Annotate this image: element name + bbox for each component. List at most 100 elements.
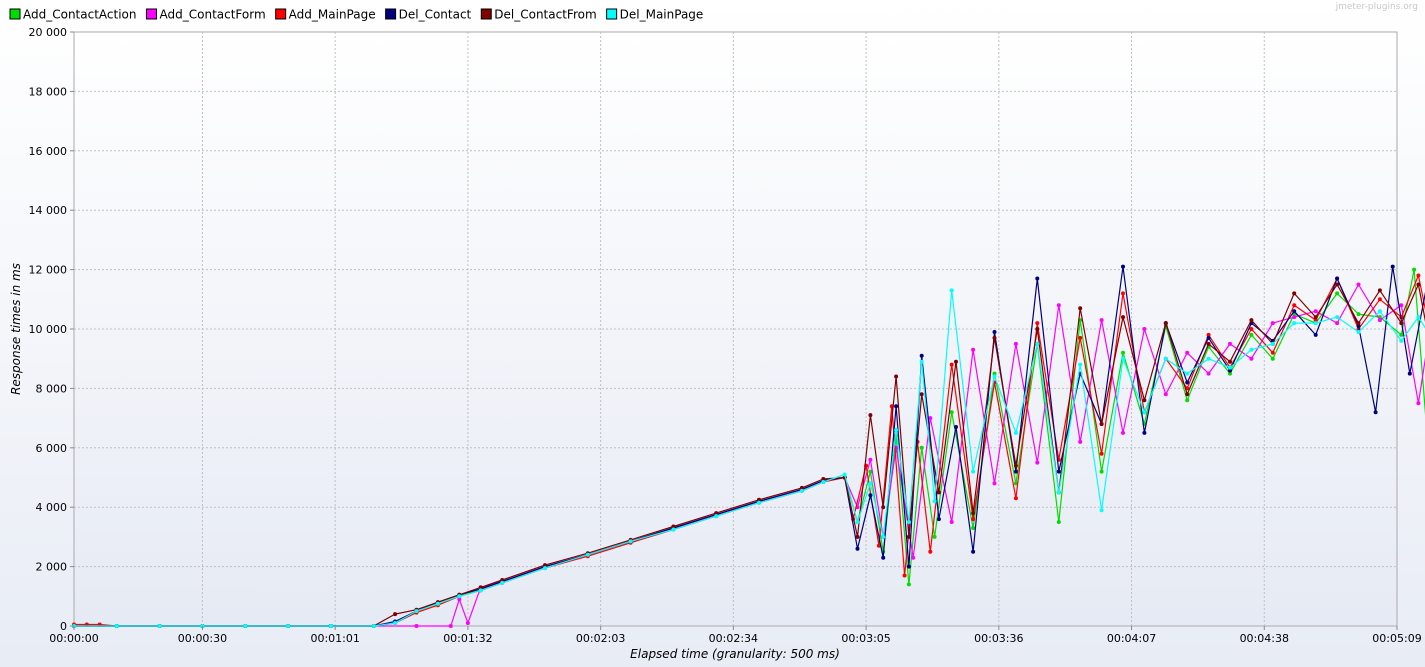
y-axis-title: Response times in ms xyxy=(9,263,23,395)
data-point-add-contactform xyxy=(1399,303,1404,308)
x-axis-title: Elapsed time (granularity: 500 ms) xyxy=(630,647,840,661)
data-point-del-contactfrom xyxy=(478,585,483,590)
data-point-del-mainpage xyxy=(1035,341,1040,346)
data-point-add-contactform xyxy=(971,347,976,352)
data-point-del-mainpage xyxy=(932,499,937,504)
data-point-del-contactfrom xyxy=(1035,327,1040,331)
data-point-add-contactform xyxy=(1121,430,1125,435)
data-point-del-contact xyxy=(1121,264,1125,269)
data-point-add-contactform xyxy=(1163,392,1168,397)
data-point-del-contact xyxy=(1013,469,1018,474)
data-point-add-mainpage xyxy=(1099,451,1104,456)
series-line-del-contactfrom xyxy=(74,283,1425,627)
x-tick-label: 00:04:07 xyxy=(1107,632,1156,645)
data-point-add-contactform xyxy=(1078,439,1083,444)
data-point-del-mainpage xyxy=(371,624,376,628)
data-point-del-mainpage xyxy=(1142,410,1147,415)
y-tick-label: 0 xyxy=(60,620,67,633)
legend-label-del-contactfrom: Del_ContactFrom xyxy=(494,8,596,22)
data-point-add-mainpage xyxy=(1035,321,1040,326)
data-point-del-mainpage xyxy=(243,624,248,628)
series-line-add-contactform xyxy=(74,283,1425,627)
data-point-del-mainpage xyxy=(1228,365,1232,370)
legend-label-add-mainpage: Add_MainPage xyxy=(289,8,376,22)
data-point-add-contactform xyxy=(1292,315,1297,320)
data-point-add-contactform xyxy=(1377,318,1382,323)
data-point-del-mainpage xyxy=(1399,338,1404,343)
data-point-del-contact xyxy=(868,493,873,498)
data-point-del-contactfrom xyxy=(1313,315,1318,320)
y-tick-label: 18 000 xyxy=(29,85,68,98)
y-tick-label: 16 000 xyxy=(29,145,68,158)
data-point-del-mainpage xyxy=(478,588,483,593)
data-point-add-mainpage xyxy=(1270,350,1275,355)
legend-label-add-contactaction: Add_ContactAction xyxy=(23,8,137,22)
x-tick-label: 00:00:00 xyxy=(49,632,98,645)
data-point-del-contact xyxy=(1407,371,1412,376)
legend-swatch-add-contactform xyxy=(146,8,158,20)
data-point-del-contactfrom xyxy=(1356,321,1361,326)
legend-swatch-add-mainpage xyxy=(275,8,287,20)
data-point-del-contactfrom xyxy=(919,392,924,397)
x-tick-label: 00:03:05 xyxy=(841,632,890,645)
data-point-del-contact xyxy=(1035,276,1040,281)
legend-label-del-contact: Del_Contact xyxy=(399,8,472,22)
x-tick-label: 00:03:36 xyxy=(974,632,1023,645)
data-point-add-contactform xyxy=(1035,460,1040,465)
data-point-del-contactfrom xyxy=(543,563,547,568)
data-point-del-contactfrom xyxy=(855,534,860,539)
data-point-add-contactform xyxy=(1142,327,1147,331)
data-point-del-mainpage xyxy=(286,624,291,628)
data-point-del-contactfrom xyxy=(757,497,761,502)
data-point-del-mainpage xyxy=(1163,356,1168,361)
data-point-add-contactform xyxy=(1228,341,1232,346)
data-point-del-contactfrom xyxy=(671,524,676,529)
data-point-add-contactform xyxy=(949,520,954,524)
data-point-del-mainpage xyxy=(543,566,547,571)
x-tick-label: 00:01:32 xyxy=(443,632,492,645)
series-line-del-mainpage xyxy=(74,289,1425,627)
data-point-add-mainpage xyxy=(971,517,976,522)
data-point-del-contact xyxy=(1373,410,1378,415)
data-point-del-mainpage xyxy=(585,552,590,557)
data-point-del-contactfrom xyxy=(1249,318,1254,323)
data-point-del-mainpage xyxy=(1099,508,1104,513)
data-point-add-contactform xyxy=(911,555,916,560)
x-tick-label: 00:02:03 xyxy=(576,632,625,645)
data-point-del-mainpage xyxy=(1206,356,1211,361)
data-point-del-contact xyxy=(1313,332,1318,337)
data-point-del-contactfrom xyxy=(500,578,505,582)
data-point-del-contact xyxy=(1228,368,1232,373)
legend-swatch-del-contact xyxy=(385,8,397,20)
data-point-del-mainpage xyxy=(671,527,676,532)
data-point-add-contactform xyxy=(465,621,470,625)
series-line-add-mainpage xyxy=(74,274,1425,627)
data-point-del-contact xyxy=(894,404,899,409)
data-point-del-contactfrom xyxy=(1206,341,1211,346)
data-point-del-contactfrom xyxy=(799,485,804,490)
x-tick-label: 00:02:34 xyxy=(709,632,758,645)
data-point-del-mainpage xyxy=(949,288,954,293)
data-point-del-contact xyxy=(919,353,924,358)
x-tick-label: 00:00:30 xyxy=(178,632,227,645)
data-point-del-contact xyxy=(1185,380,1190,385)
data-point-add-contactaction xyxy=(1228,371,1232,376)
data-point-del-contact xyxy=(1335,276,1340,281)
data-point-add-mainpage xyxy=(1292,303,1297,308)
data-point-del-mainpage xyxy=(919,359,924,364)
data-point-add-contactform xyxy=(1356,282,1361,287)
data-point-del-mainpage xyxy=(1377,309,1382,314)
data-point-del-mainpage xyxy=(500,580,505,585)
data-point-del-mainpage xyxy=(1416,315,1421,320)
data-point-del-contactfrom xyxy=(1013,463,1018,468)
data-point-del-mainpage xyxy=(1056,490,1061,495)
data-point-add-mainpage xyxy=(902,573,907,578)
data-point-add-mainpage xyxy=(928,549,933,554)
data-point-del-mainpage xyxy=(1121,356,1125,361)
data-point-del-contactfrom xyxy=(1377,288,1382,293)
data-point-add-contactaction xyxy=(919,445,924,450)
data-point-add-contactform xyxy=(414,624,419,628)
data-point-add-contactform xyxy=(1416,401,1421,406)
data-point-add-contactaction xyxy=(1356,312,1361,317)
data-point-del-mainpage xyxy=(799,488,804,493)
